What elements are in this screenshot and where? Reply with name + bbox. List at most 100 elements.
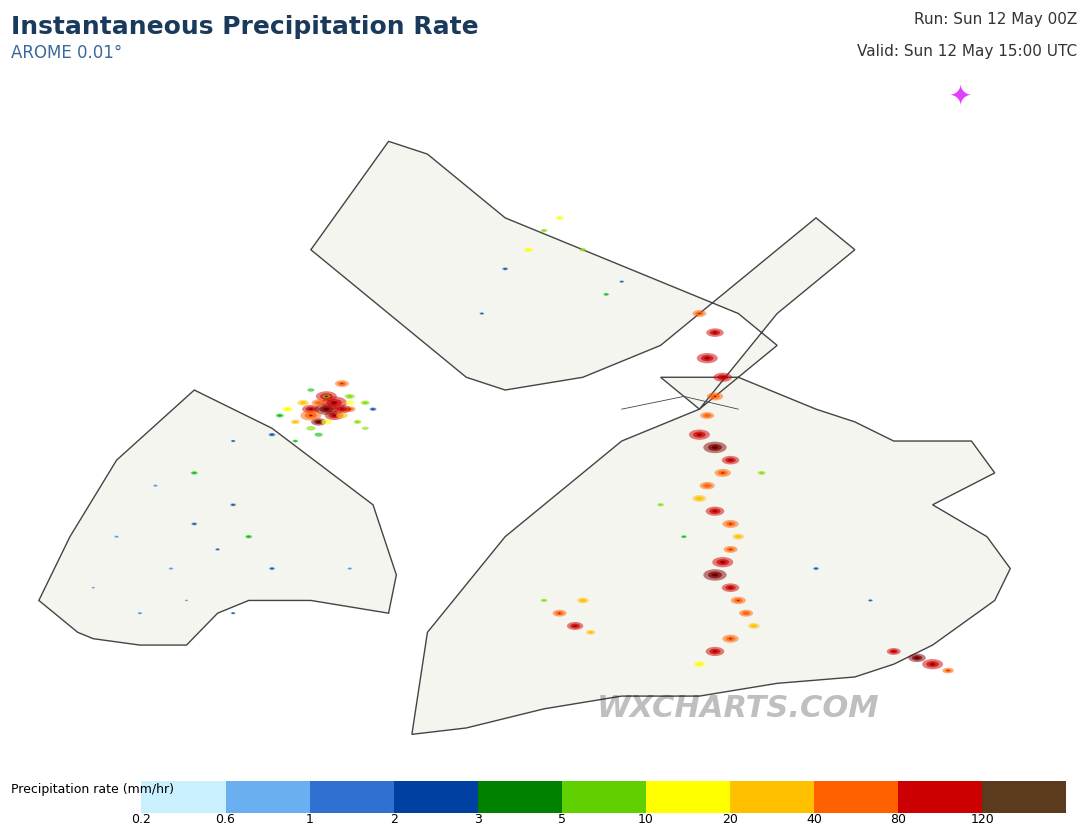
Ellipse shape [332,402,336,403]
Ellipse shape [695,311,704,316]
Ellipse shape [320,393,333,399]
Ellipse shape [542,600,546,601]
Ellipse shape [570,624,580,629]
Ellipse shape [169,568,173,569]
Ellipse shape [701,355,714,362]
Ellipse shape [269,567,275,570]
Ellipse shape [581,249,585,250]
Ellipse shape [729,549,732,550]
Ellipse shape [942,668,954,674]
Ellipse shape [302,405,320,413]
Ellipse shape [728,586,733,589]
Ellipse shape [284,407,290,411]
Text: 3: 3 [473,813,482,827]
Ellipse shape [683,536,684,537]
Ellipse shape [707,392,724,401]
Ellipse shape [720,376,726,378]
Ellipse shape [703,483,712,488]
Ellipse shape [336,412,348,418]
Ellipse shape [926,661,939,667]
Text: WXCHARTS.COM: WXCHARTS.COM [597,695,879,723]
Ellipse shape [323,395,330,398]
Ellipse shape [759,472,764,474]
Ellipse shape [92,587,95,588]
Ellipse shape [309,415,312,417]
Ellipse shape [697,434,701,435]
Ellipse shape [293,439,298,443]
Ellipse shape [153,484,158,487]
Ellipse shape [347,568,353,569]
Ellipse shape [526,248,531,251]
Ellipse shape [371,408,375,410]
Ellipse shape [191,523,197,525]
Ellipse shape [922,659,943,670]
Ellipse shape [185,600,188,601]
Ellipse shape [709,509,720,514]
Ellipse shape [348,396,351,397]
Ellipse shape [752,625,755,627]
Ellipse shape [720,472,726,474]
Text: 0.2: 0.2 [132,813,151,827]
Ellipse shape [892,650,895,652]
Bar [478,781,561,813]
Ellipse shape [541,599,547,602]
Ellipse shape [605,294,607,295]
Ellipse shape [709,330,720,335]
Ellipse shape [324,408,329,410]
Ellipse shape [698,313,701,314]
Ellipse shape [703,413,712,418]
Ellipse shape [314,420,323,424]
Ellipse shape [582,249,584,250]
Ellipse shape [696,662,703,666]
Ellipse shape [714,447,717,448]
Ellipse shape [728,523,733,525]
Ellipse shape [333,415,335,416]
Ellipse shape [481,313,483,314]
Ellipse shape [814,568,818,569]
Ellipse shape [714,396,716,397]
Ellipse shape [320,406,333,412]
Ellipse shape [887,648,901,655]
Ellipse shape [717,375,728,380]
Ellipse shape [658,504,663,506]
Ellipse shape [706,507,725,516]
Ellipse shape [931,664,935,665]
Ellipse shape [605,294,608,296]
Bar [646,781,730,813]
Text: 40: 40 [806,813,821,827]
Ellipse shape [682,536,685,538]
Ellipse shape [694,661,705,667]
Ellipse shape [232,613,235,614]
Ellipse shape [339,407,345,411]
Ellipse shape [703,442,727,453]
Ellipse shape [333,405,350,413]
Ellipse shape [231,612,235,615]
Ellipse shape [308,414,314,417]
Ellipse shape [708,571,722,579]
Ellipse shape [310,408,312,410]
Ellipse shape [728,637,733,640]
Bar [310,781,394,813]
Ellipse shape [325,396,327,397]
Ellipse shape [363,402,367,403]
Ellipse shape [714,510,716,512]
Ellipse shape [301,402,305,403]
Ellipse shape [190,471,198,474]
Ellipse shape [715,469,731,477]
Ellipse shape [247,535,251,538]
Ellipse shape [185,600,187,601]
Ellipse shape [347,395,353,398]
Ellipse shape [232,504,234,505]
Ellipse shape [306,426,316,431]
Ellipse shape [290,420,300,424]
Ellipse shape [712,573,718,577]
Ellipse shape [503,267,508,271]
Ellipse shape [542,230,546,231]
Ellipse shape [331,401,338,405]
Ellipse shape [718,470,728,475]
Ellipse shape [245,535,252,539]
Ellipse shape [713,650,718,653]
Text: ✦: ✦ [949,82,973,110]
Ellipse shape [305,412,318,418]
Ellipse shape [696,353,718,363]
